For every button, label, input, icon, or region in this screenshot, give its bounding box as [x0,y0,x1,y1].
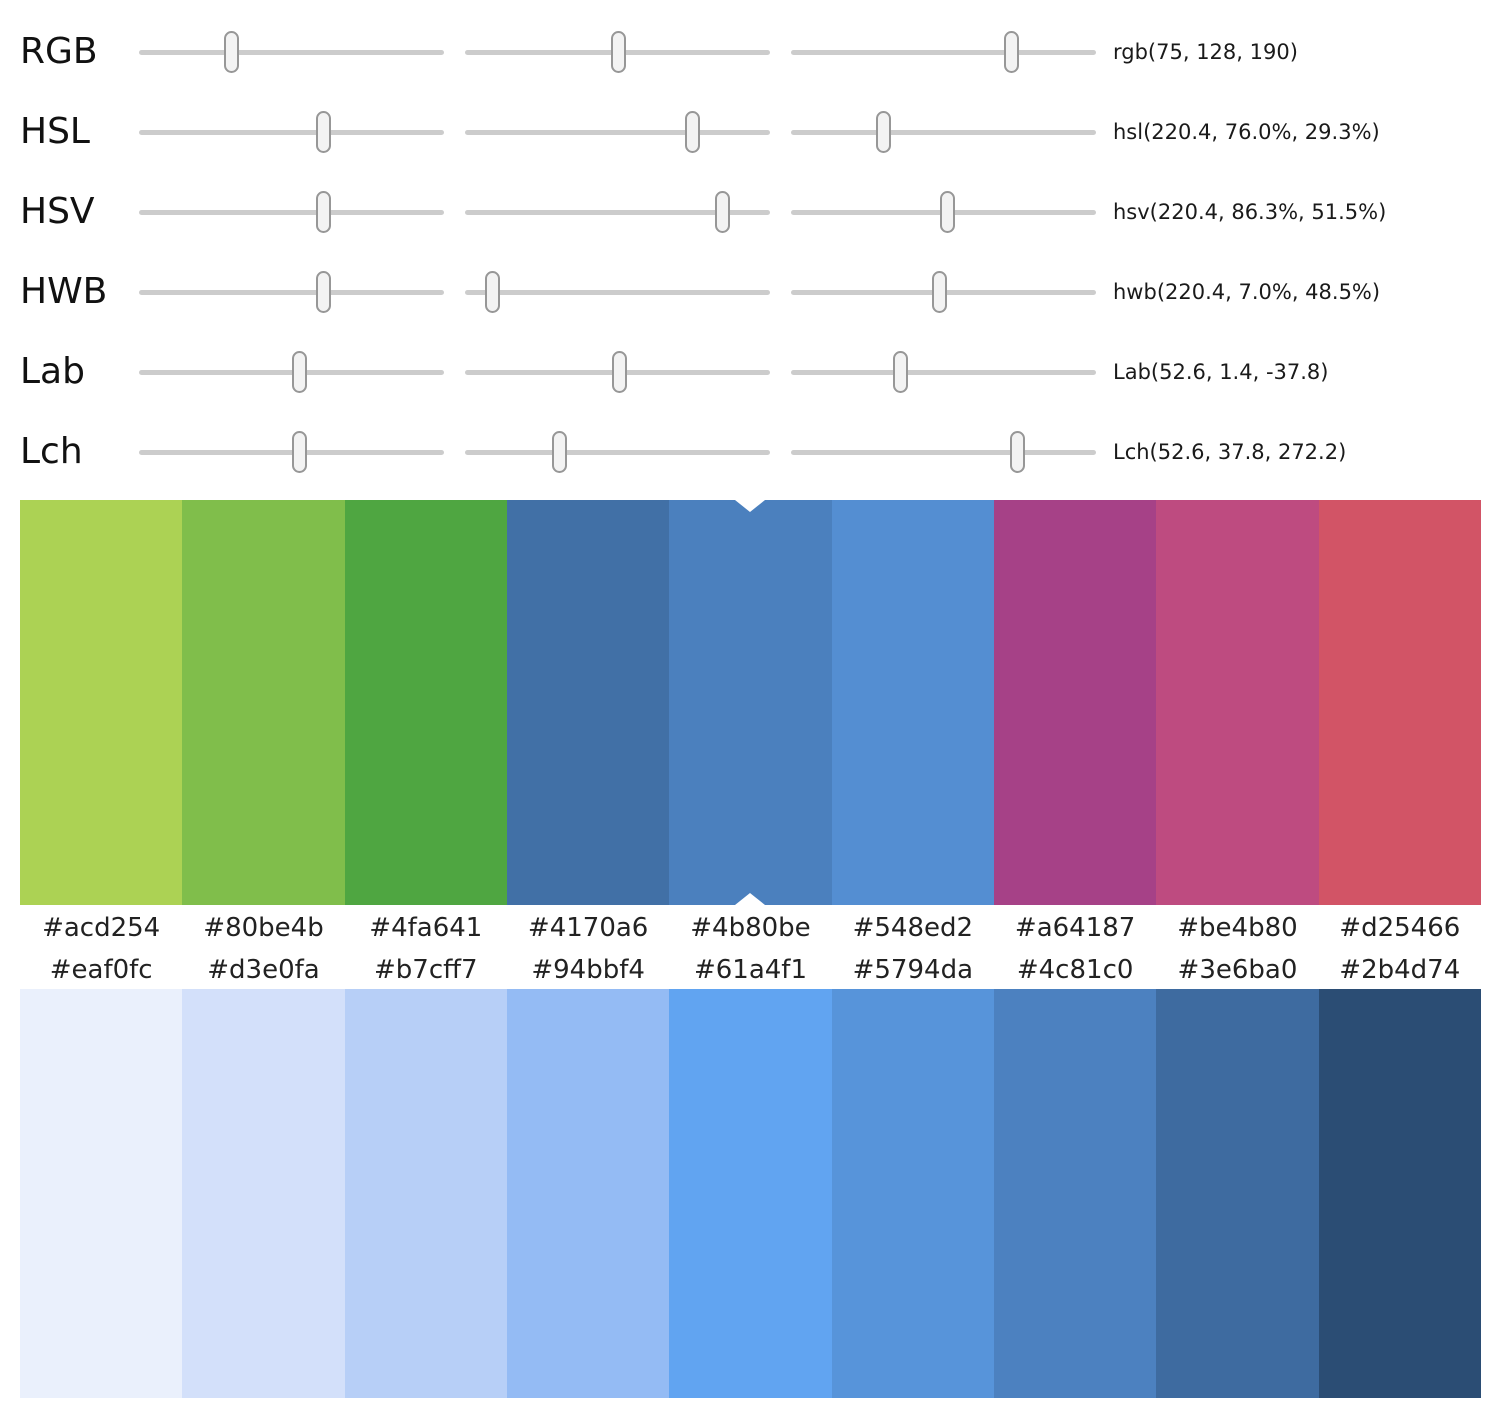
slider-handle-lch-0[interactable] [291,431,307,473]
slider-track-hsv-1[interactable] [465,191,770,233]
shades-swatch-1[interactable] [182,989,345,1398]
scale-hex-label-4: #4b80be [690,913,811,943]
slider-handle-hwb-2[interactable] [931,271,947,313]
slider-track-hsv-2[interactable] [791,191,1096,233]
slider-handle-hsl-1[interactable] [685,111,701,153]
scale-swatch-1[interactable] [182,500,345,905]
shades-hex-label-1: #d3e0fa [207,955,320,985]
slider-row-hsv: HSV hsv(220.4, 86.3%, 51.5%) [0,172,1501,252]
slider-track-lab-1[interactable] [465,351,770,393]
slider-track-rgb-0[interactable] [139,31,444,73]
slider-track-lch-2[interactable] [791,431,1096,473]
slider-track-rgb-2[interactable] [791,31,1096,73]
slider-handle-hsv-0[interactable] [316,191,332,233]
color-sliders-panel: RGB rgb(75, 128, 190) HSL hsl(220.4, 76.0%,… [0,0,1501,492]
shades-swatch-5[interactable] [831,989,994,1398]
slider-handle-rgb-0[interactable] [224,31,240,73]
slider-handle-hwb-1[interactable] [485,271,501,313]
scale-swatch-0[interactable] [20,500,183,905]
shades-swatch-4[interactable] [669,989,832,1398]
scale-swatch-4[interactable] [669,500,832,905]
slider-row-hsl: HSL hsl(220.4, 76.0%, 29.3%) [0,92,1501,172]
shades-swatch-7[interactable] [1156,989,1319,1398]
color-value-text-hsl: hsl(220.4, 76.0%, 29.3%) [1113,120,1380,144]
slider-handle-lab-0[interactable] [291,351,307,393]
colorspace-label-hwb: HWB [20,271,108,312]
shades-hex-label-3: #94bbf4 [531,955,645,985]
palette-shades-hex-labels: #eaf0fc #d3e0fa #b7cff7 #94bbf4 #61a4f1 #5794… [20,951,1481,989]
scale-swatch-8[interactable] [1318,500,1481,905]
scale-hex-label-3: #4170a6 [527,913,649,943]
shades-hex-label-4: #61a4f1 [693,955,807,985]
scale-hex-label-1: #80be4b [203,913,324,943]
slider-track-lab-0[interactable] [139,351,444,393]
color-value-text-hwb: hwb(220.4, 7.0%, 48.5%) [1113,280,1381,304]
slider-handle-lab-2[interactable] [893,351,909,393]
palette-scale-hex-labels: #acd254 #80be4b #4fa641 #4170a6 #4b80be #548e… [20,905,1481,951]
slider-handle-lch-1[interactable] [552,431,567,473]
color-value-text-lch: Lch(52.6, 37.8, 272.2) [1113,440,1347,464]
slider-row-lch: Lch Lch(52.6, 37.8, 272.2) [0,412,1501,492]
slider-track-hwb-1[interactable] [465,271,770,313]
palette-shades-strip [20,989,1481,1398]
colorspace-label-rgb: RGB [20,31,98,72]
slider-handle-hwb-0[interactable] [316,271,332,313]
colorspace-label-lch: Lch [20,431,83,472]
scale-hex-label-6: #a64187 [1014,913,1136,943]
palette-scale-strip [20,500,1481,905]
slider-handle-hsl-2[interactable] [875,111,891,153]
scale-swatch-5[interactable] [831,500,994,905]
colorspace-label-lab: Lab [20,351,85,392]
shades-swatch-3[interactable] [506,989,670,1398]
color-value-text-lab: Lab(52.6, 1.4, -37.8) [1113,360,1329,384]
slider-handle-rgb-1[interactable] [610,31,626,73]
shades-hex-label-7: #3e6ba0 [1177,955,1298,985]
slider-handle-lch-2[interactable] [1010,431,1026,473]
slider-track-rgb-1[interactable] [465,31,770,73]
shades-swatch-2[interactable] [344,989,507,1398]
slider-handle-rgb-2[interactable] [1004,31,1020,73]
shades-hex-label-0: #eaf0fc [49,955,153,985]
shades-hex-label-5: #5794da [852,955,973,985]
shades-swatch-0[interactable] [20,989,183,1398]
shades-hex-label-8: #2b4d74 [1339,955,1461,985]
slider-track-hsl-0[interactable] [139,111,444,153]
shades-hex-label-2: #b7cff7 [374,955,478,985]
slider-row-lab: Lab Lab(52.6, 1.4, -37.8) [0,332,1501,412]
colorspace-label-hsl: HSL [20,111,90,152]
scale-hex-label-5: #548ed2 [852,913,974,943]
slider-handle-hsv-2[interactable] [940,191,956,233]
scale-swatch-2[interactable] [344,500,507,905]
slider-track-lab-2[interactable] [791,351,1096,393]
color-value-text-rgb: rgb(75, 128, 190) [1113,40,1298,64]
slider-track-lch-1[interactable] [465,431,770,473]
scale-hex-label-0: #acd254 [42,913,161,943]
slider-track-lch-0[interactable] [139,431,444,473]
scale-swatch-3[interactable] [506,500,670,905]
scale-hex-label-7: #be4b80 [1177,913,1298,943]
slider-handle-hsv-1[interactable] [715,191,731,233]
shades-swatch-8[interactable] [1318,989,1481,1398]
colorspace-label-hsv: HSV [20,191,95,232]
color-value-text-hsv: hsv(220.4, 86.3%, 51.5%) [1113,200,1387,224]
scale-hex-label-2: #4fa641 [369,913,483,943]
shades-swatch-6[interactable] [993,989,1157,1398]
slider-handle-lab-1[interactable] [612,351,628,393]
slider-track-hwb-2[interactable] [791,271,1096,313]
scale-swatch-6[interactable] [993,500,1157,905]
slider-track-hsl-1[interactable] [465,111,770,153]
shades-hex-label-6: #4c81c0 [1016,955,1134,985]
slider-track-hwb-0[interactable] [139,271,444,313]
slider-track-hsl-2[interactable] [791,111,1096,153]
slider-track-hsv-0[interactable] [139,191,444,233]
slider-row-hwb: HWB hwb(220.4, 7.0%, 48.5%) [0,252,1501,332]
slider-row-rgb: RGB rgb(75, 128, 190) [0,12,1501,92]
scale-hex-label-8: #d25466 [1339,913,1461,943]
slider-handle-hsl-0[interactable] [316,111,332,153]
scale-swatch-7[interactable] [1156,500,1319,905]
